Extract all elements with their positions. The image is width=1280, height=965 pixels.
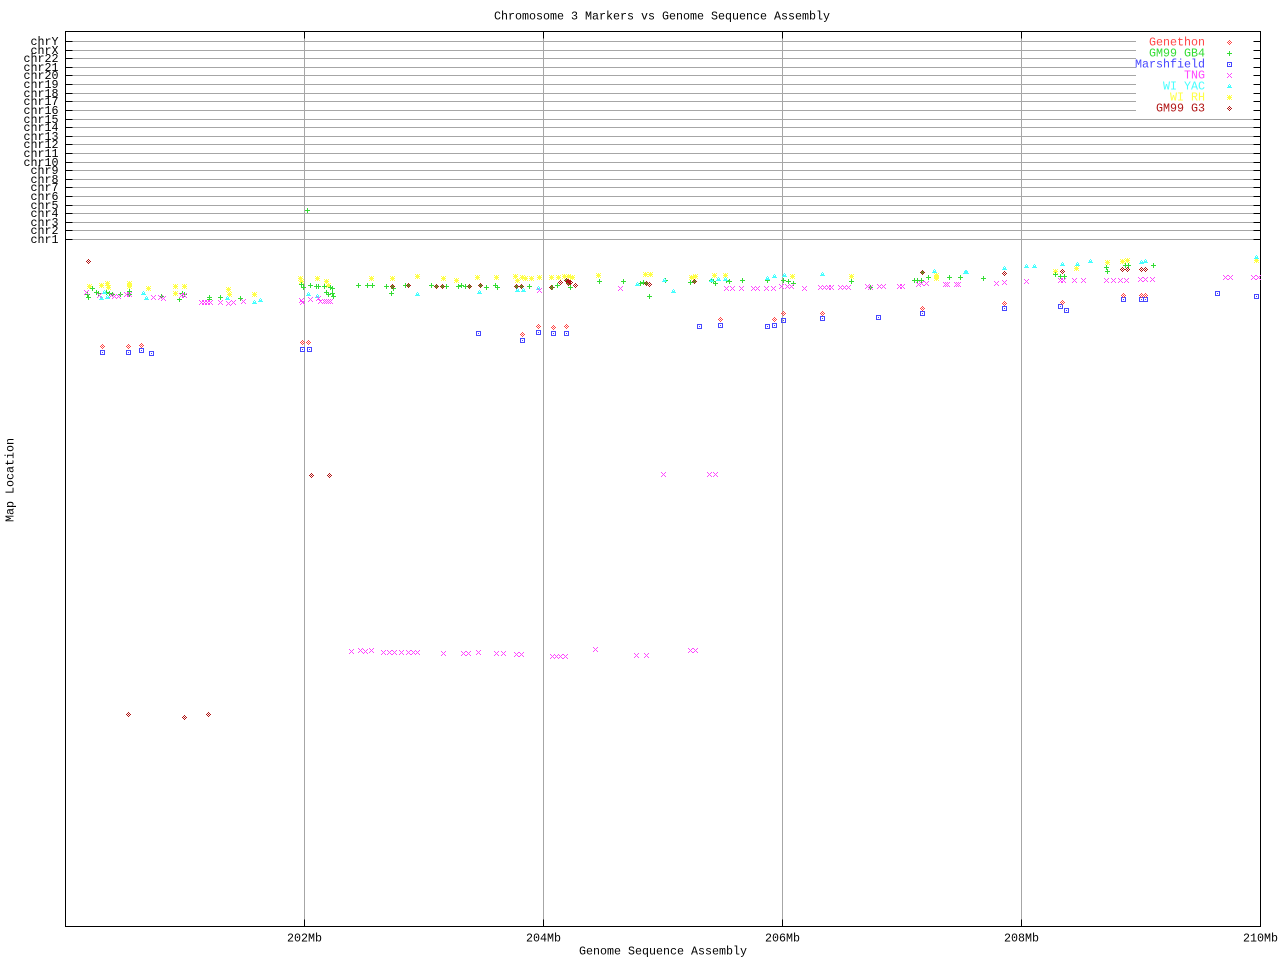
svg-text:chr3: chr3: [31, 217, 59, 230]
svg-text:chr5: chr5: [31, 200, 59, 213]
svg-text:208Mb: 208Mb: [1004, 933, 1039, 946]
svg-text:chr1: chr1: [31, 234, 59, 247]
svg-text:Map Location: Map Location: [5, 438, 18, 522]
svg-text:chr7: chr7: [31, 182, 59, 195]
svg-text:chr19: chr19: [24, 79, 59, 92]
svg-text:202Mb: 202Mb: [287, 933, 322, 946]
svg-text:chr2: chr2: [31, 225, 59, 238]
svg-text:chr6: chr6: [31, 191, 59, 204]
svg-text:chr13: chr13: [24, 131, 59, 144]
svg-text:206Mb: 206Mb: [765, 933, 800, 946]
svg-text:Marshfield: Marshfield: [1135, 59, 1205, 72]
svg-text:chr10: chr10: [24, 157, 59, 170]
svg-text:chr4: chr4: [31, 208, 59, 221]
svg-text:chr22: chr22: [24, 53, 59, 66]
svg-text:WI YAC: WI YAC: [1163, 81, 1205, 94]
svg-text:Genome Sequence Assembly: Genome Sequence Assembly: [579, 946, 747, 959]
svg-text:GM99 GB4: GM99 GB4: [1149, 48, 1205, 61]
svg-text:chr12: chr12: [24, 139, 59, 152]
svg-text:204Mb: 204Mb: [526, 933, 561, 946]
svg-text:chr20: chr20: [24, 70, 59, 83]
svg-text:WI RH: WI RH: [1170, 92, 1205, 105]
svg-text:chr18: chr18: [24, 88, 59, 101]
svg-text:chr21: chr21: [24, 62, 59, 75]
svg-text:TNG: TNG: [1184, 70, 1205, 83]
svg-text:chr14: chr14: [24, 122, 59, 135]
svg-text:chr16: chr16: [24, 105, 59, 118]
svg-text:210Mb: 210Mb: [1243, 933, 1278, 946]
svg-text:chr9: chr9: [31, 165, 59, 178]
svg-text:chrY: chrY: [31, 36, 59, 49]
svg-text:chr15: chr15: [24, 114, 59, 127]
svg-text:GM99 G3: GM99 G3: [1156, 103, 1205, 116]
svg-text:Genethon: Genethon: [1149, 37, 1205, 50]
svg-text:chr11: chr11: [24, 148, 59, 161]
svg-text:chrX: chrX: [31, 45, 59, 58]
svg-text:chr17: chr17: [24, 96, 59, 109]
svg-text:chr8: chr8: [31, 174, 59, 187]
svg-text:Chromosome 3 Markers vs Genome: Chromosome 3 Markers vs Genome Sequence …: [494, 10, 831, 24]
